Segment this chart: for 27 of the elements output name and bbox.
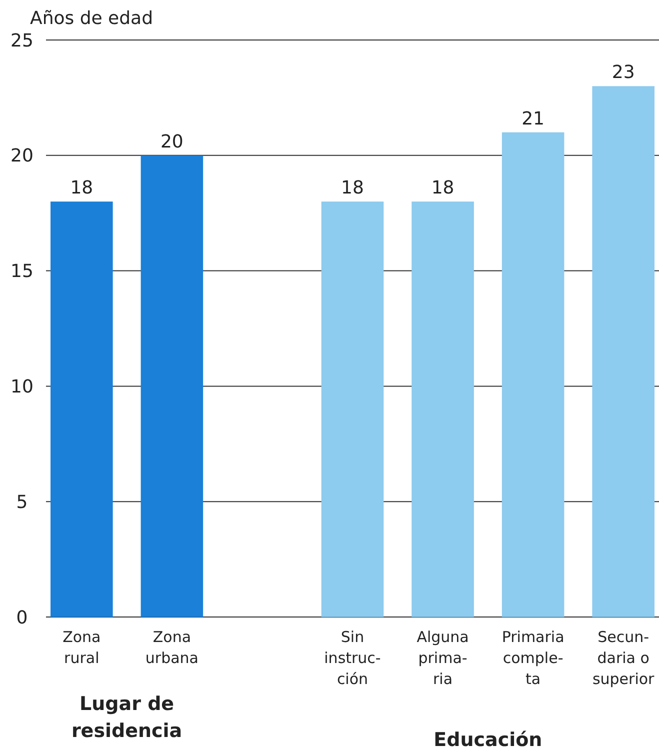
bar [592,86,654,617]
data-label: 23 [612,62,635,84]
y-tick-label: 25 [10,30,34,52]
y-tick-label: 15 [10,261,34,282]
y-tick-label: 20 [10,146,34,167]
y-tick-label: 10 [10,376,34,398]
x-tick-label: Primaria comple- ta [502,628,564,688]
bar [502,132,564,617]
data-label: 18 [70,178,94,199]
data-label: 18 [341,178,364,199]
bar [140,155,204,617]
bar [50,202,113,617]
x-tick-label: Secun- daria o superior [592,628,656,688]
data-label: 18 [431,178,454,199]
x-tick-label: Sin instruc- ción [324,628,381,688]
text: Lugar de residencia [71,693,182,742]
text: Educación [434,729,542,750]
x-tick-label: Zona urbana [145,628,198,667]
y-axis-title: Años de edad [30,8,154,29]
bar [321,202,384,617]
data-label: 21 [522,108,545,130]
data-label: 20 [160,131,184,152]
x-tick-label: Zona rural [62,628,101,667]
x-tick-label: Alguna prima- ria [416,628,469,688]
bar [412,202,474,617]
y-tick-label: 0 [16,607,28,628]
y-tick-label: 5 [16,492,28,513]
